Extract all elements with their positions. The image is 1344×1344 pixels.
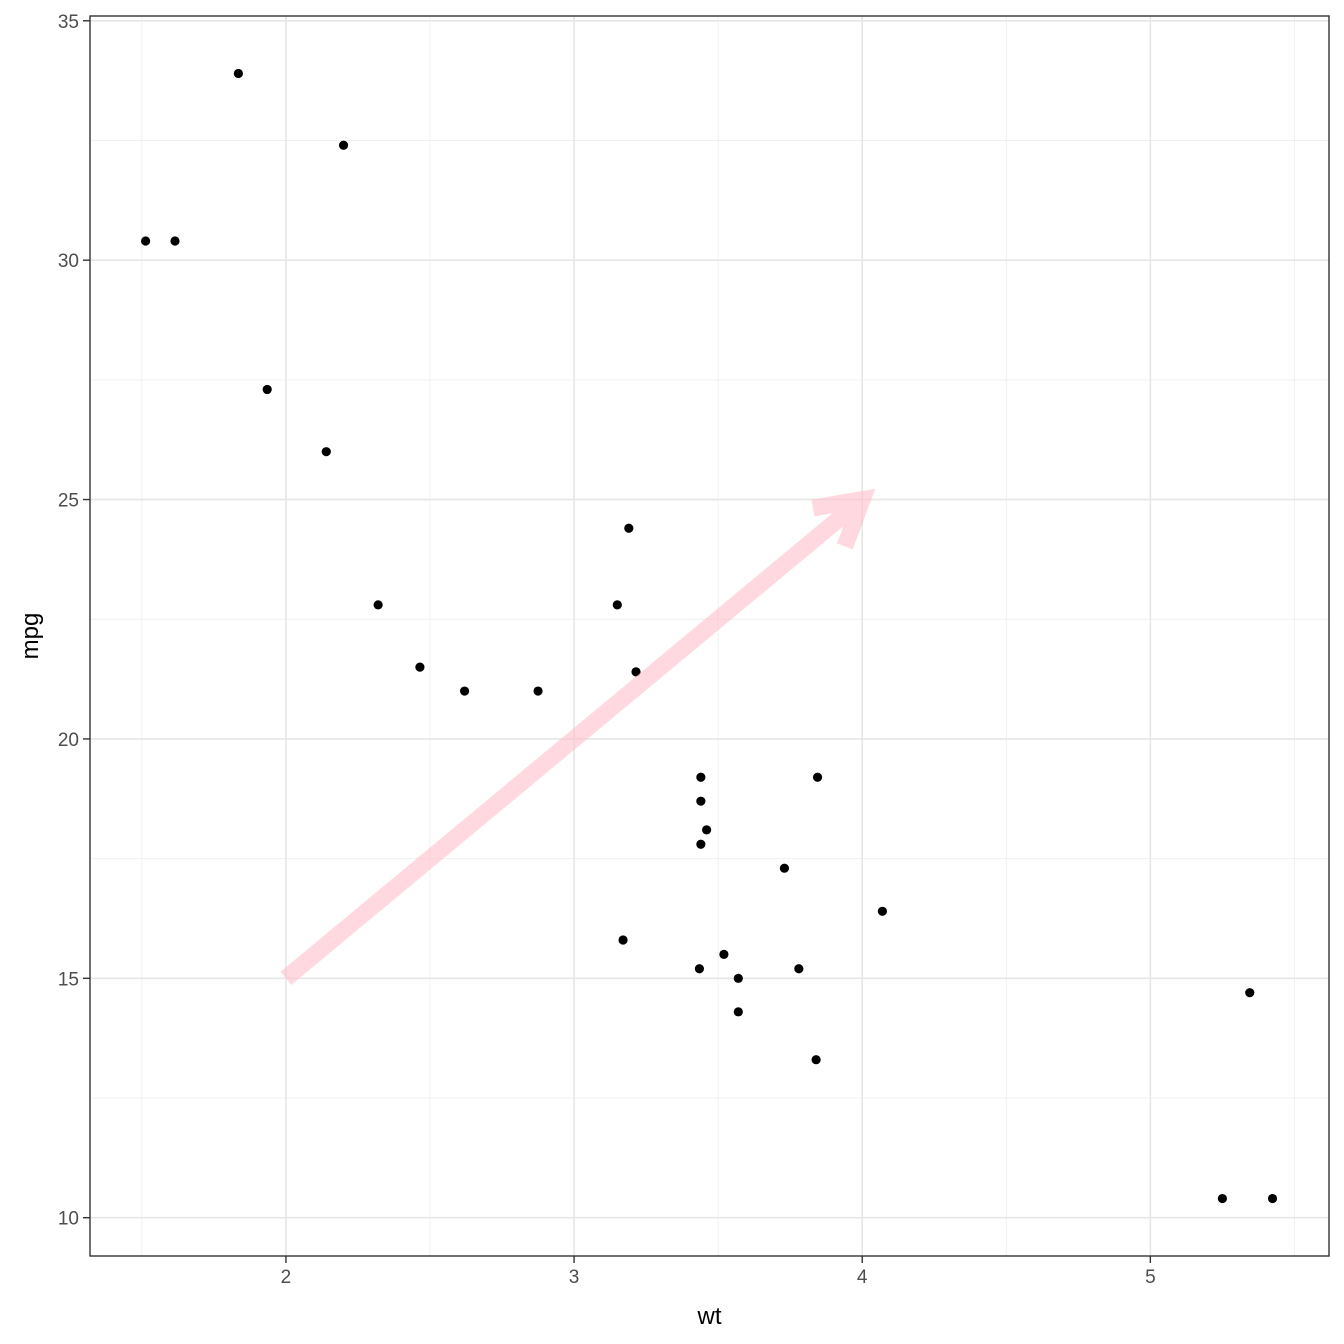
data-point	[1245, 988, 1255, 998]
data-point	[338, 140, 349, 150]
x-tick-label: 5	[1145, 1267, 1156, 1288]
data-points	[141, 68, 1278, 1204]
data-point	[233, 68, 243, 79]
data-point	[459, 686, 470, 696]
data-point	[794, 964, 804, 974]
data-point	[696, 839, 706, 849]
y-tick-label: 15	[58, 969, 79, 990]
data-point	[141, 236, 151, 246]
plot-panel	[89, 15, 1330, 1257]
y-tick-label: 30	[58, 251, 79, 272]
arrow-shaft	[280, 493, 868, 985]
data-point	[696, 772, 706, 782]
data-point	[618, 935, 628, 945]
data-point	[624, 523, 634, 533]
data-point	[321, 447, 331, 457]
data-point	[779, 863, 790, 873]
data-point	[719, 949, 729, 959]
x-tick-label: 2	[281, 1267, 292, 1288]
x-tick-label: 4	[857, 1267, 868, 1288]
panel-border	[89, 15, 1330, 1257]
data-point	[811, 1055, 821, 1065]
y-tick-label: 25	[58, 491, 79, 512]
y-tick-label: 10	[58, 1209, 79, 1230]
data-point	[733, 1007, 743, 1017]
data-point	[612, 600, 622, 610]
y-axis-title: mpg	[17, 613, 44, 660]
major-gridlines	[90, 16, 1329, 1256]
x-axis: 2 3 4 5	[281, 1256, 1156, 1288]
arrow-annotation	[280, 488, 876, 985]
y-tick-label: 20	[58, 730, 79, 751]
data-point	[696, 796, 706, 806]
data-point	[733, 973, 743, 983]
data-point	[702, 825, 712, 835]
x-axis-title: wt	[697, 1303, 722, 1330]
y-tick-label: 35	[58, 12, 79, 33]
data-point	[170, 236, 180, 246]
data-point	[415, 662, 425, 672]
data-point	[262, 384, 272, 395]
data-point	[1267, 1193, 1278, 1204]
y-axis: 10 15 20 25 30 35	[58, 12, 90, 1230]
data-point	[877, 906, 887, 916]
data-point	[1217, 1193, 1227, 1204]
minor-gridlines	[90, 16, 1329, 1256]
data-point	[373, 600, 383, 610]
arrow-head	[811, 488, 876, 550]
data-point	[533, 686, 543, 696]
data-point	[812, 772, 823, 782]
data-point	[631, 667, 641, 677]
x-tick-label: 3	[569, 1267, 580, 1288]
data-point	[694, 964, 705, 974]
